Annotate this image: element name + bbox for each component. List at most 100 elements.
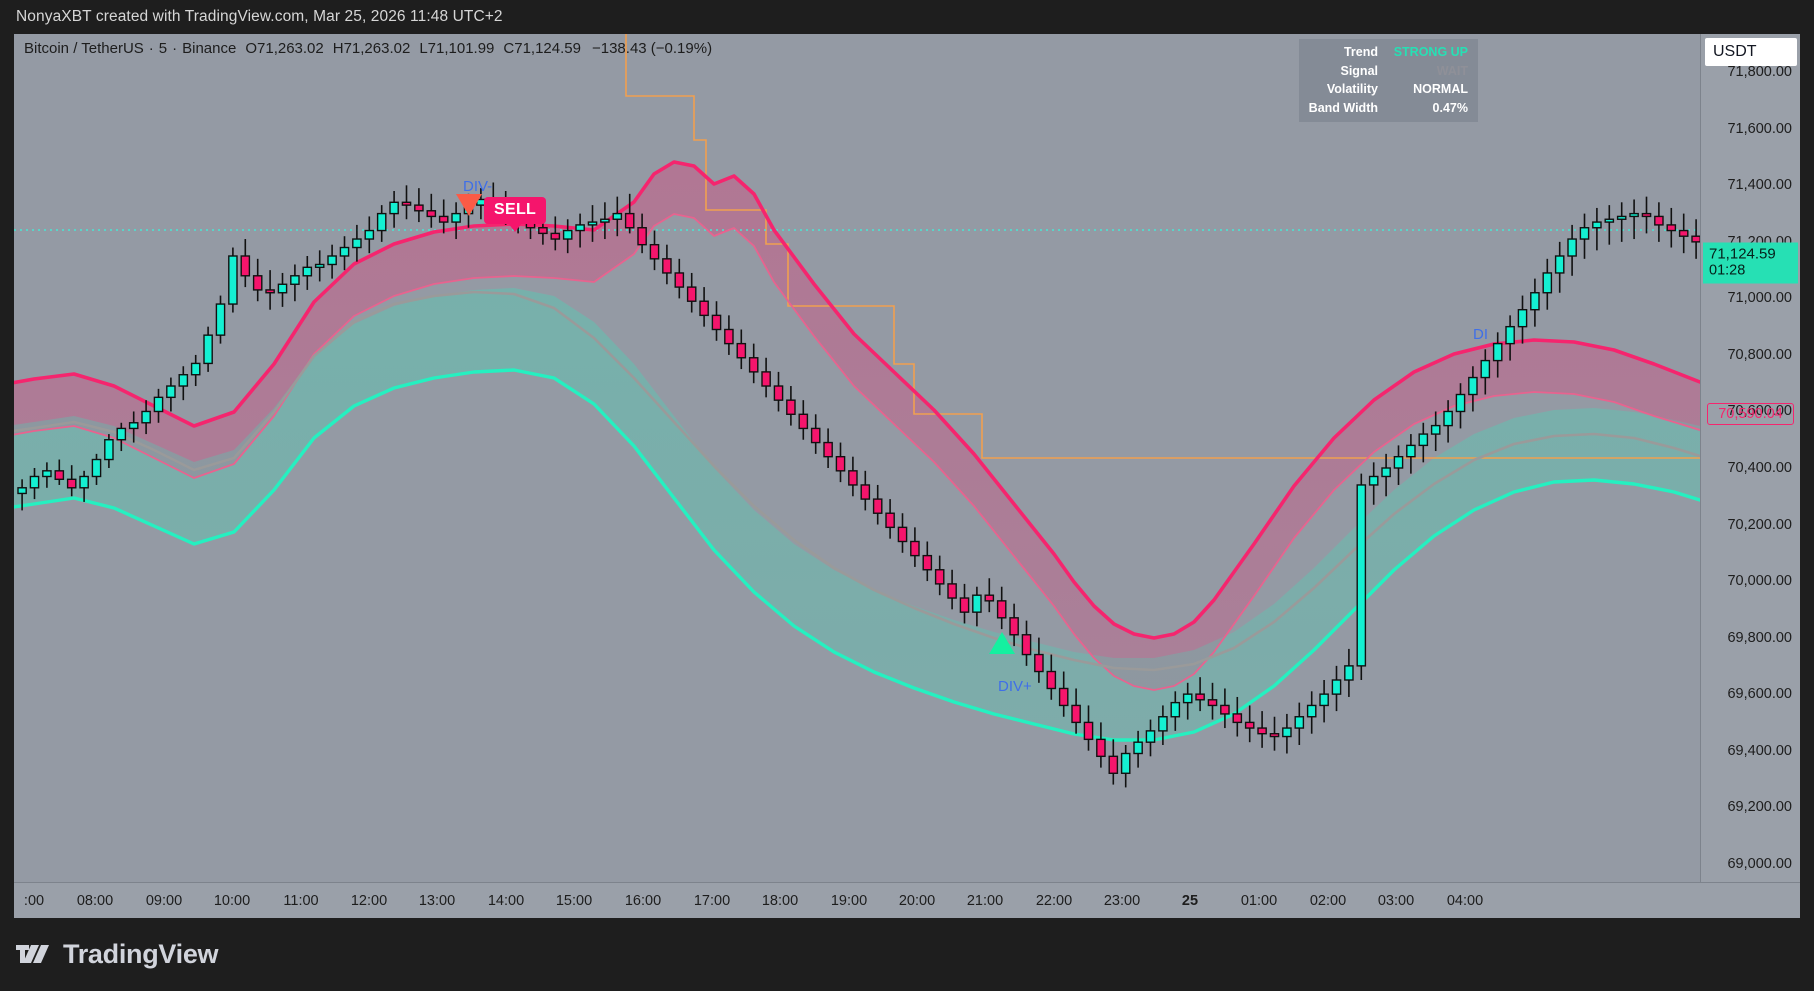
footer-bar: TradingView — [0, 918, 1814, 991]
ohlc-legend[interactable]: Bitcoin / TetherUS · 5 · Binance O71,263… — [24, 40, 712, 57]
candle-body — [1641, 212, 1652, 218]
candle-body — [116, 427, 127, 441]
info-row: Band Width 0.47% — [1309, 99, 1468, 118]
tradingview-mark-icon — [16, 944, 49, 963]
candle-body — [1393, 455, 1404, 469]
indicator-info-panel[interactable]: Trend STRONG UP Signal WAIT Volatility NORMAL… — [1298, 39, 1478, 122]
candle-body — [1579, 227, 1590, 240]
candle-body — [1319, 693, 1329, 707]
candle-body — [376, 212, 387, 232]
candle-body — [1455, 393, 1466, 413]
candle-body — [1282, 727, 1292, 738]
lower-band-fill — [14, 288, 1700, 740]
price-axis-tick: 69,200.00 — [1727, 799, 1792, 816]
sell-signal-badge[interactable]: SELL — [484, 197, 547, 232]
candle-body — [575, 224, 585, 232]
time-axis-tick: 15:00 — [555, 893, 593, 909]
legend-sep-2: · — [172, 40, 178, 57]
candle-body — [1418, 433, 1429, 447]
candle-body — [600, 218, 610, 223]
candle-body — [686, 286, 697, 302]
candle-body — [265, 289, 275, 294]
candle-body — [1034, 653, 1044, 673]
candle-body — [1244, 721, 1255, 729]
candle-body — [786, 399, 796, 415]
candle-body — [1492, 342, 1503, 362]
price-axis[interactable]: USDT 71,800.0071,600.0071,400.0071,200.0… — [1700, 34, 1800, 918]
candle-body — [773, 385, 784, 401]
candle-body — [1257, 727, 1267, 735]
candle-body — [736, 342, 747, 359]
candlestick-series — [17, 182, 1700, 788]
legend-high: H71,263.02 — [332, 40, 411, 57]
price-axis-tick: 70,600.00 — [1727, 403, 1792, 420]
time-axis[interactable]: :00 08:00 09:00 10:00 11:00 12:00 13:00 14:00 15… — [14, 882, 1800, 918]
candle-body — [538, 227, 548, 235]
upper-inner-band-line — [14, 213, 1700, 691]
legend-exchange[interactable]: Binance — [182, 40, 237, 57]
candle-body — [972, 594, 982, 613]
candle-body — [897, 526, 908, 543]
candle-body — [674, 272, 685, 288]
candle-body — [389, 201, 399, 215]
candle-body — [885, 512, 895, 529]
candle-body — [922, 554, 933, 571]
lower-band-line — [14, 368, 1700, 742]
candle-body — [128, 422, 139, 430]
candle-body — [1021, 634, 1032, 656]
candle-body — [612, 212, 623, 220]
legend-interval[interactable]: 5 — [158, 40, 168, 57]
candle-body — [54, 470, 65, 481]
bar-countdown: 01:28 — [1709, 262, 1746, 279]
legend-close: C71,124.59 — [503, 40, 581, 57]
time-axis-tick: 16:00 — [624, 893, 662, 909]
band-price-tag[interactable]: 70,590.04 — [1707, 403, 1794, 426]
candle-body — [166, 385, 176, 399]
candle-body — [1356, 484, 1367, 667]
price-chart-svg — [14, 34, 1700, 788]
candle-body — [1207, 699, 1218, 707]
div-minus-right-label: DI — [1473, 326, 1488, 343]
candle-body — [1331, 679, 1342, 695]
candle-body — [1071, 704, 1081, 724]
candle-body — [1381, 467, 1391, 478]
candle-body — [711, 314, 722, 331]
info-row-value: NORMAL — [1413, 82, 1468, 96]
price-axis-tick: 71,400.00 — [1727, 177, 1792, 194]
candle-body — [1691, 235, 1700, 243]
upper-band-fill — [14, 162, 1700, 690]
current-price-tag[interactable]: 71,124.59 01:28 — [1703, 242, 1798, 284]
candle-body — [835, 455, 846, 472]
candle-body — [1480, 359, 1491, 379]
chart-plot-area[interactable]: Bitcoin / TetherUS · 5 · Binance O71,263… — [14, 34, 1700, 918]
candle-body — [662, 258, 672, 274]
candle-body — [290, 275, 300, 285]
time-axis-tick: 03:00 — [1377, 893, 1415, 909]
candle-body — [1158, 716, 1168, 732]
candle-body — [649, 243, 660, 260]
legend-symbol[interactable]: Bitcoin / TetherUS — [24, 40, 144, 57]
candle-body — [327, 255, 337, 266]
candle-body — [1554, 255, 1565, 274]
info-row-key: Signal — [1340, 63, 1378, 78]
candle-body — [587, 221, 598, 226]
candle-body — [203, 334, 213, 365]
indicator-info-table: Trend STRONG UP Signal WAIT Volatility NORMAL… — [1309, 43, 1468, 117]
candle-body — [1443, 410, 1453, 427]
candle-body — [228, 255, 238, 305]
candle-body — [153, 396, 164, 413]
candle-body — [1096, 738, 1106, 758]
candle-body — [947, 583, 957, 599]
time-axis-tick: 12:00 — [350, 893, 388, 909]
info-row-value: 0.47% — [1432, 100, 1468, 115]
candle-body — [1406, 444, 1416, 458]
tradingview-logo[interactable]: TradingView — [16, 939, 219, 970]
candle-body — [798, 413, 809, 430]
candle-body — [401, 201, 412, 206]
candle-body — [910, 540, 920, 557]
candle-body — [314, 263, 325, 269]
quote-currency-tag[interactable]: USDT — [1705, 38, 1797, 66]
candle-body — [748, 357, 759, 373]
candle-body — [339, 246, 350, 257]
candle-body — [1220, 704, 1230, 715]
